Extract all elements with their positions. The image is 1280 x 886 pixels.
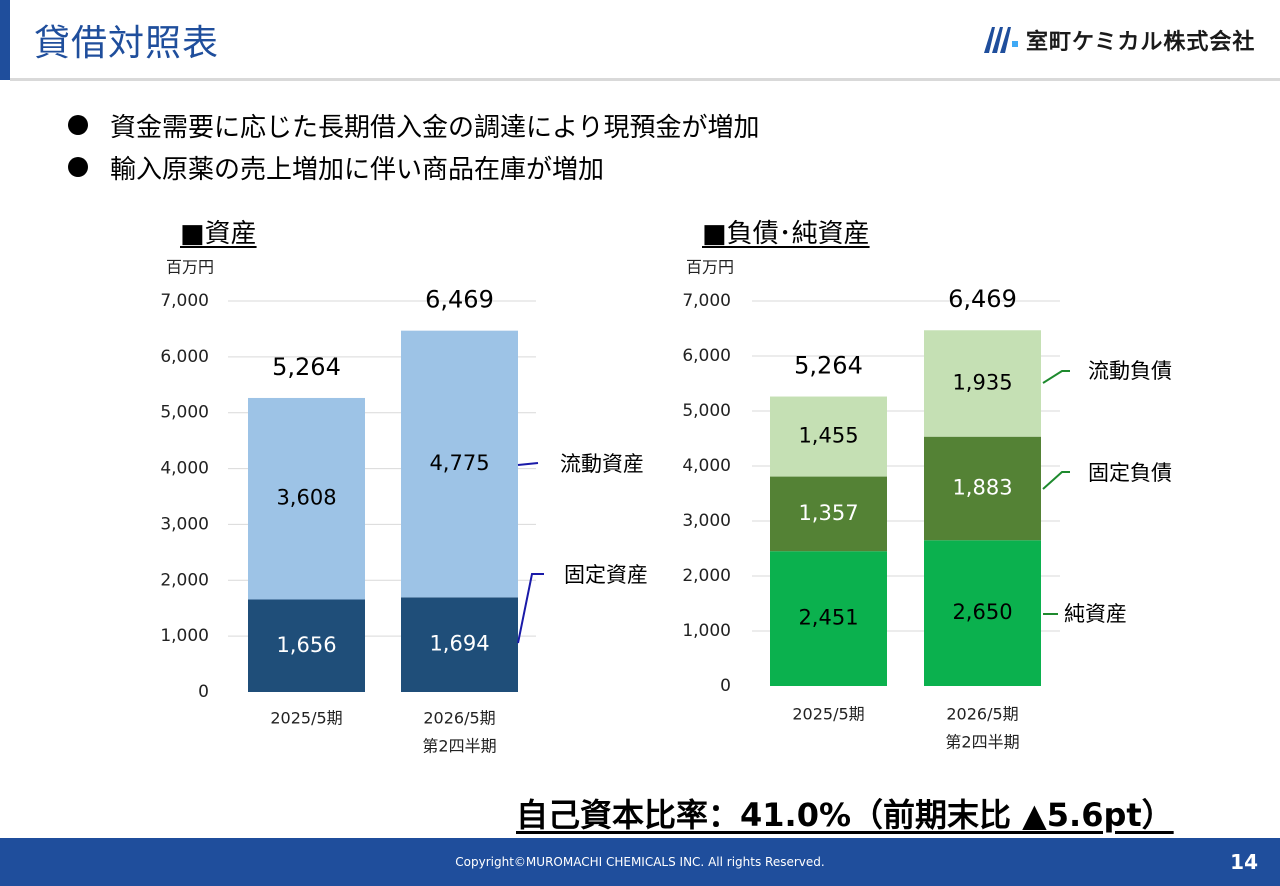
- assets-y-tick-label: 2,000: [160, 570, 209, 590]
- bullet-item: 資金需要に応じた長期借入金の調達により現預金が増加: [68, 104, 759, 146]
- liabilities-bar-segment: [770, 476, 887, 552]
- liabilities-bar-segment: [924, 540, 1041, 686]
- assets-bar-segment: [248, 599, 365, 692]
- bullet-icon: [68, 115, 88, 135]
- liabilities-bar-segment: [924, 330, 1041, 437]
- assets-leader-line: [517, 573, 544, 644]
- bullet-icon: [68, 157, 88, 177]
- liabilities-y-tick-label: 5,000: [682, 401, 731, 421]
- assets-y-tick-label: 3,000: [160, 514, 209, 534]
- liabilities-y-tick-label: 7,000: [682, 291, 731, 311]
- liabilities-y-tick-label: 0: [720, 676, 731, 696]
- liabilities-category-label: 2026/5期: [946, 705, 1018, 724]
- company-logo: 室町ケミカル株式会社: [982, 24, 1255, 56]
- liabilities-series-label: 純資産: [1064, 602, 1127, 626]
- page-number: 14: [1230, 850, 1258, 874]
- assets-y-tick-label: 7,000: [160, 291, 209, 311]
- liabilities-data-label: 2,451: [798, 606, 858, 630]
- liabilities-y-tick-label: 6,000: [682, 346, 731, 366]
- liabilities-data-label: 1,357: [798, 501, 858, 525]
- liabilities-total-label: 6,469: [948, 285, 1017, 313]
- liabilities-data-label: 1,455: [798, 424, 858, 448]
- copyright-text: Copyright©MUROMACHI CHEMICALS INC. All r…: [455, 855, 825, 869]
- liabilities-total-label: 5,264: [794, 351, 863, 379]
- company-name: 室町ケミカル株式会社: [1026, 30, 1256, 55]
- assets-series-label: 流動資産: [560, 452, 644, 476]
- liabilities-data-label: 1,883: [952, 475, 1012, 499]
- equity-ratio: 自己資本比率：41.0%（前期末比 ▲5.6pt）: [516, 796, 1174, 834]
- bullet-item: 輸入原薬の売上増加に伴い商品在庫が増加: [68, 146, 759, 188]
- assets-y-tick-label: 5,000: [160, 403, 209, 423]
- liabilities-y-tick-label: 2,000: [682, 566, 731, 586]
- assets-series-label: 固定資産: [564, 563, 648, 587]
- footer: Copyright©MUROMACHI CHEMICALS INC. All r…: [0, 838, 1280, 886]
- liabilities-bar-segment: [770, 551, 887, 686]
- liabilities-data-label: 1,935: [952, 370, 1012, 394]
- assets-y-tick-label: 6,000: [160, 347, 209, 367]
- liabilities-y-tick-label: 1,000: [682, 621, 731, 641]
- assets-data-label: 1,656: [276, 633, 336, 657]
- assets-y-tick-label: 4,000: [160, 459, 209, 479]
- bullet-text: 輸入原薬の売上増加に伴い商品在庫が増加: [110, 154, 605, 185]
- header-divider: [10, 78, 1280, 81]
- assets-total-label: 5,264: [272, 353, 341, 381]
- liabilities-series-label: 固定負債: [1088, 461, 1172, 485]
- assets-bar-segment: [401, 330, 518, 598]
- title-accent-bar: [0, 0, 10, 80]
- liabilities-chart-title: ■負債･純資産: [702, 219, 870, 249]
- liabilities-category-label: 2025/5期: [792, 705, 864, 724]
- liabilities-category-label: 第2四半期: [945, 733, 1019, 752]
- liabilities-data-label: 2,650: [952, 600, 1012, 624]
- assets-data-label: 3,608: [276, 486, 336, 510]
- assets-unit-label: 百万円: [166, 258, 214, 277]
- bullet-text: 資金需要に応じた長期借入金の調達により現預金が増加: [110, 112, 760, 143]
- assets-y-tick-label: 0: [198, 682, 209, 702]
- assets-category-label: 2026/5期: [423, 709, 495, 728]
- assets-data-label: 4,775: [429, 451, 489, 475]
- liabilities-series-label: 流動負債: [1088, 359, 1172, 383]
- assets-category-label: 第2四半期: [422, 737, 496, 756]
- liabilities-unit-label: 百万円: [686, 258, 734, 277]
- assets-total-label: 6,469: [425, 286, 494, 314]
- assets-chart-title: ■資産: [180, 219, 257, 249]
- company-logo-icon: [984, 27, 1018, 53]
- liabilities-leader-line: [1042, 370, 1070, 384]
- assets-bar-segment: [401, 597, 518, 692]
- assets-y-tick-label: 1,000: [160, 626, 209, 646]
- bullet-list: 資金需要に応じた長期借入金の調達により現預金が増加 輸入原薬の売上増加に伴い商品…: [68, 104, 759, 188]
- assets-leader-line: [517, 462, 539, 466]
- assets-bar-segment: [248, 397, 365, 600]
- liabilities-y-tick-label: 4,000: [682, 456, 731, 476]
- liabilities-leader-line: [1042, 471, 1070, 490]
- assets-data-label: 1,694: [429, 632, 489, 656]
- assets-category-label: 2025/5期: [270, 709, 342, 728]
- liabilities-y-tick-label: 3,000: [682, 511, 731, 531]
- liabilities-bar-segment: [770, 396, 887, 477]
- page-title: 貸借対照表: [34, 23, 220, 64]
- liabilities-bar-segment: [924, 436, 1041, 541]
